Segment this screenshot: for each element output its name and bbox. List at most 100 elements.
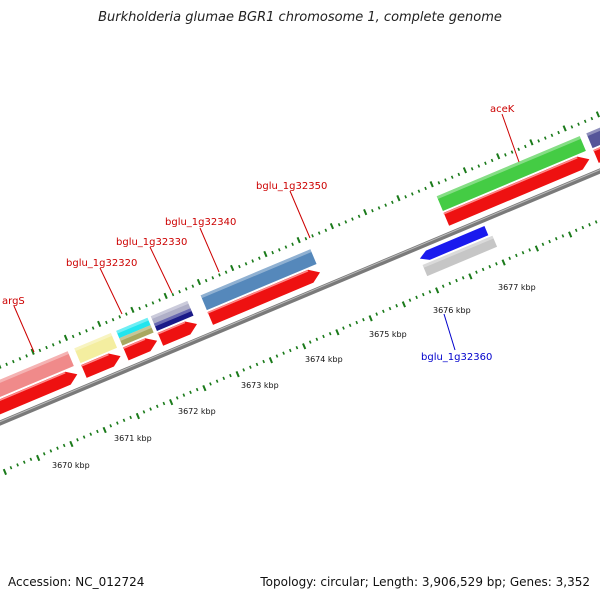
gene-labels: argS bglu_1g32320 bglu_1g32330 bglu_1g32… bbox=[2, 104, 515, 363]
tick-inner bbox=[315, 337, 319, 341]
gene-label-bglu_1g32350: bglu_1g32350 bbox=[256, 181, 327, 192]
feature-bglu_1g32340-top bbox=[150, 300, 191, 324]
feature-bglu_1g32360 bbox=[422, 235, 498, 277]
feature-bglu_1g32330-top bbox=[116, 317, 151, 339]
tick-outer bbox=[144, 304, 148, 308]
tick-inner bbox=[515, 253, 518, 258]
tick-inner bbox=[521, 250, 525, 255]
feature-shine bbox=[119, 325, 152, 341]
tick-outer bbox=[138, 306, 141, 311]
tick-inner bbox=[275, 354, 279, 358]
tick-outer bbox=[504, 153, 507, 157]
tick-outer bbox=[51, 343, 55, 347]
tick-outer bbox=[284, 245, 288, 249]
tick-outer bbox=[85, 329, 88, 333]
feature-shine bbox=[422, 235, 494, 268]
tick-outer bbox=[477, 164, 481, 168]
tick-outer bbox=[151, 301, 155, 305]
tick-inner bbox=[235, 371, 240, 378]
tick-inner bbox=[129, 415, 132, 420]
tick-outer bbox=[296, 236, 301, 244]
tick-outer bbox=[251, 259, 255, 263]
tick-inner bbox=[561, 234, 565, 238]
tick-outer bbox=[97, 320, 102, 328]
tick-outer bbox=[524, 144, 527, 149]
tick-outer bbox=[490, 158, 494, 163]
tick-outer bbox=[417, 189, 421, 193]
tick-inner bbox=[481, 267, 485, 272]
feature-aceK bbox=[436, 136, 586, 211]
tick-outer bbox=[484, 161, 487, 165]
cds-arrow-shine bbox=[207, 270, 309, 314]
tick-inner bbox=[375, 312, 379, 316]
tick-inner bbox=[368, 315, 373, 322]
tick-outer bbox=[570, 125, 574, 129]
tick-outer bbox=[329, 222, 335, 230]
tick-outer bbox=[58, 340, 62, 344]
tick-inner bbox=[574, 228, 578, 233]
feature-tracks bbox=[0, 127, 600, 397]
feature-bglu_1g32340-bottom bbox=[153, 308, 194, 332]
tick-outer bbox=[543, 136, 547, 140]
tick-outer bbox=[577, 122, 580, 126]
feature-shine bbox=[436, 136, 581, 199]
scale-label-3672: 3672 kbp bbox=[178, 407, 216, 416]
tick-inner bbox=[42, 452, 46, 456]
tick-inner bbox=[308, 340, 312, 344]
tick-inner bbox=[62, 443, 66, 448]
tick-outer bbox=[271, 250, 274, 255]
tick-inner bbox=[382, 309, 385, 314]
tick-inner bbox=[441, 284, 445, 288]
tick-inner bbox=[322, 334, 325, 339]
tick-outer bbox=[583, 119, 587, 124]
tick-outer bbox=[437, 181, 441, 185]
tick-outer bbox=[396, 195, 401, 202]
feature-shine bbox=[74, 333, 113, 352]
leader-argS bbox=[13, 305, 35, 353]
tick-outer bbox=[105, 320, 108, 325]
cds-arrow-shine bbox=[122, 338, 146, 350]
tick-inner bbox=[262, 359, 265, 364]
tick-inner bbox=[528, 248, 531, 252]
tick-outer bbox=[171, 292, 175, 297]
backbone bbox=[0, 168, 600, 426]
tick-inner bbox=[282, 351, 285, 355]
tick-inner bbox=[421, 292, 425, 297]
tick-outer bbox=[404, 195, 407, 199]
tick-outer bbox=[371, 209, 374, 213]
tick-inner bbox=[82, 435, 86, 439]
tick-outer bbox=[258, 256, 261, 260]
tick-outer bbox=[391, 200, 394, 205]
tick-inner bbox=[395, 304, 398, 308]
tick-outer bbox=[178, 290, 181, 294]
tick-inner bbox=[342, 326, 345, 330]
feature-bglu_1g32320 bbox=[74, 333, 118, 364]
cds-arrow-1 bbox=[81, 353, 121, 378]
tick-outer bbox=[462, 167, 468, 174]
tick-outer bbox=[45, 345, 48, 350]
tick-inner bbox=[295, 345, 299, 350]
leader-aceK bbox=[501, 113, 520, 163]
gene-label-argS: argS bbox=[2, 296, 25, 307]
tick-inner bbox=[182, 393, 186, 397]
tick-outer bbox=[130, 306, 135, 314]
tick-inner bbox=[215, 379, 219, 383]
tick-inner bbox=[16, 463, 19, 467]
scale-label-3676: 3676 kbp bbox=[433, 306, 471, 315]
tick-outer bbox=[30, 348, 35, 355]
cds-arrow-shine bbox=[80, 353, 109, 367]
label-leader-lines bbox=[13, 113, 520, 353]
feature-shine bbox=[0, 351, 69, 383]
feature-shine bbox=[116, 317, 149, 334]
tick-inner bbox=[302, 343, 307, 350]
tick-inner bbox=[2, 468, 7, 476]
tick-outer bbox=[125, 312, 128, 316]
tick-outer bbox=[410, 192, 414, 196]
map-title: Burkholderia glumae BGR1 chromosome 1, c… bbox=[98, 10, 502, 25]
tick-outer bbox=[277, 248, 281, 252]
tick-inner bbox=[135, 412, 140, 420]
tick-inner bbox=[548, 239, 551, 244]
tick-outer bbox=[351, 217, 354, 221]
tick-outer bbox=[337, 223, 341, 227]
